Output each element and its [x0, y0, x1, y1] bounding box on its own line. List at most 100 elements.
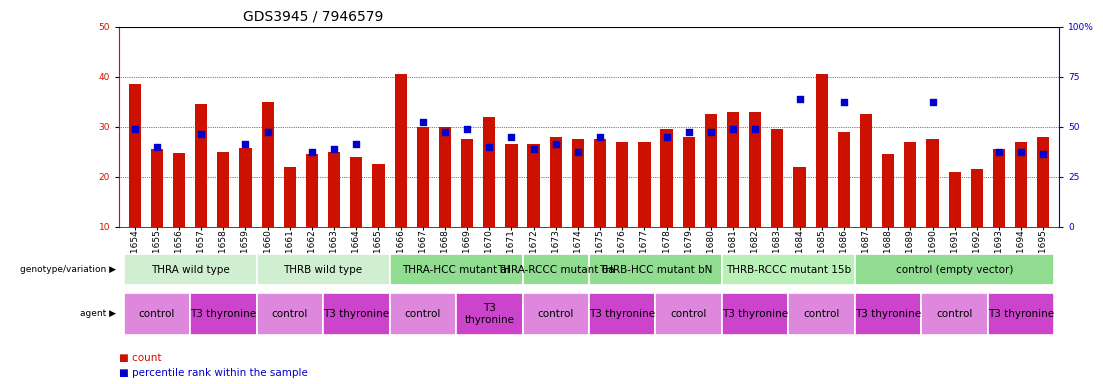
Point [237, 141, 255, 147]
Point [303, 149, 321, 155]
Text: T3 thyronine: T3 thyronine [855, 309, 921, 319]
Bar [239, 148, 251, 227]
Text: T3
thyronine: T3 thyronine [464, 303, 514, 325]
Point [148, 144, 165, 150]
Text: THRB-RCCC mutant 15b: THRB-RCCC mutant 15b [726, 265, 852, 275]
Point [525, 146, 543, 152]
Point [747, 126, 764, 132]
Bar [705, 114, 717, 227]
Point [192, 131, 210, 137]
Bar [124, 293, 190, 335]
Bar [439, 127, 451, 227]
Bar [683, 137, 695, 227]
Text: control: control [537, 309, 574, 319]
Point [347, 141, 365, 147]
Text: T3 thyronine: T3 thyronine [988, 309, 1054, 319]
Bar [373, 164, 385, 227]
Bar [173, 153, 185, 227]
Text: THRA-HCC mutant al: THRA-HCC mutant al [403, 265, 510, 275]
Point [1013, 149, 1030, 155]
Bar [727, 112, 739, 227]
Text: T3 thyronine: T3 thyronine [323, 309, 389, 319]
Bar [971, 169, 983, 227]
Text: THRB wild type: THRB wild type [283, 265, 363, 275]
Bar [571, 139, 583, 227]
Text: agent ▶: agent ▶ [79, 310, 116, 318]
Point [325, 146, 343, 152]
Bar [855, 254, 1054, 285]
Point [436, 129, 453, 135]
Bar [589, 293, 655, 335]
Bar [1037, 137, 1049, 227]
Text: genotype/variation ▶: genotype/variation ▶ [20, 265, 116, 274]
Point [547, 141, 565, 147]
Point [679, 129, 697, 135]
Bar [789, 293, 855, 335]
Point [703, 129, 720, 135]
Text: GDS3945 / 7946579: GDS3945 / 7946579 [243, 10, 383, 23]
Bar [129, 84, 141, 227]
Text: control: control [671, 309, 707, 319]
Bar [283, 167, 296, 227]
Bar [389, 293, 456, 335]
Bar [855, 293, 921, 335]
Text: THRA wild type: THRA wild type [151, 265, 229, 275]
Point [657, 134, 675, 140]
Text: T3 thyronine: T3 thyronine [589, 309, 655, 319]
Point [990, 149, 1008, 155]
Bar [261, 102, 274, 227]
Bar [860, 114, 872, 227]
Point [725, 126, 742, 132]
Bar [838, 132, 850, 227]
Text: T3 thyronine: T3 thyronine [190, 309, 256, 319]
Text: control: control [936, 309, 973, 319]
Text: ■ percentile rank within the sample: ■ percentile rank within the sample [119, 368, 308, 378]
Bar [190, 293, 257, 335]
Point [1035, 151, 1052, 157]
Bar [328, 152, 340, 227]
Bar [655, 293, 722, 335]
Point [458, 126, 475, 132]
Bar [523, 254, 589, 285]
Bar [151, 149, 163, 227]
Text: control: control [804, 309, 839, 319]
Bar [257, 293, 323, 335]
Bar [527, 144, 539, 227]
Bar [988, 293, 1054, 335]
Bar [461, 139, 473, 227]
Point [791, 96, 808, 102]
Bar [904, 142, 917, 227]
Bar [749, 112, 761, 227]
Bar [549, 137, 561, 227]
Bar [124, 254, 257, 285]
Point [126, 126, 143, 132]
Bar [217, 152, 229, 227]
Bar [350, 157, 363, 227]
Bar [323, 293, 389, 335]
Point [569, 149, 587, 155]
Text: THRA-RCCC mutant 6a: THRA-RCCC mutant 6a [497, 265, 614, 275]
Bar [722, 293, 789, 335]
Bar [1015, 142, 1027, 227]
Bar [771, 129, 783, 227]
Bar [595, 139, 607, 227]
Point [259, 129, 277, 135]
Bar [993, 149, 1005, 227]
Bar [815, 74, 828, 227]
Bar [882, 154, 895, 227]
Point [414, 119, 431, 125]
Point [503, 134, 521, 140]
Bar [257, 254, 389, 285]
Bar [389, 254, 523, 285]
Bar [661, 129, 673, 227]
Bar [306, 154, 318, 227]
Text: control: control [271, 309, 308, 319]
Bar [589, 254, 722, 285]
Text: control: control [405, 309, 441, 319]
Bar [483, 117, 495, 227]
Bar [523, 293, 589, 335]
Bar [395, 74, 407, 227]
Bar [617, 142, 629, 227]
Point [835, 99, 853, 105]
Bar [793, 167, 805, 227]
